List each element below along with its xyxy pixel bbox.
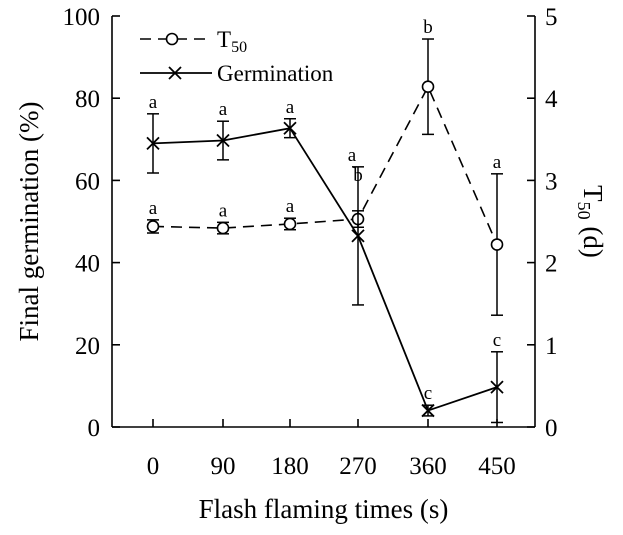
right-tick-label: 4	[545, 86, 558, 113]
left-tick-label: 100	[63, 4, 101, 31]
series-germination	[146, 113, 504, 424]
legend-t50-label: T50	[217, 27, 247, 56]
plot-frame	[111, 16, 536, 428]
legend-germination-marker	[168, 66, 182, 80]
left-tick-label: 40	[75, 251, 100, 278]
x-axis-ticks: 0 90 180 270 360 450	[147, 419, 516, 480]
right-tick-label: 0	[545, 415, 558, 442]
data-point	[490, 238, 504, 251]
left-tick-label: 80	[75, 86, 100, 113]
significance-label: a	[493, 152, 502, 173]
x-tick-label: 450	[478, 453, 516, 480]
data-point	[216, 221, 230, 235]
significance-label: a	[219, 99, 228, 120]
significance-label: a	[149, 198, 158, 219]
left-axis-ticks: 0 20 40 60 80 100	[63, 4, 120, 442]
legend-t50-sub: 50	[231, 39, 247, 56]
series-line	[152, 84, 498, 245]
series-layer	[146, 38, 504, 424]
left-axis-title: Final germination (%)	[14, 102, 44, 342]
right-axis-title: T50 (d)	[574, 185, 608, 258]
x-tick-label: 270	[339, 453, 377, 480]
right-tick-label: 5	[545, 4, 558, 31]
significance-label: c	[493, 330, 501, 351]
x-tick-label: 360	[409, 453, 447, 480]
significance-label: a	[286, 196, 295, 217]
right-tick-label: 3	[545, 168, 558, 195]
significance-label: b	[353, 165, 363, 186]
data-point	[146, 220, 160, 233]
right-axis-ticks: 0 1 2 3 4 5	[527, 4, 558, 442]
data-point	[421, 80, 435, 93]
significance-label: a	[149, 92, 158, 113]
right-axis-title-main: T	[578, 185, 608, 202]
right-axis-title-sub: 50	[574, 202, 594, 220]
left-tick-label: 20	[75, 333, 100, 360]
left-tick-label: 60	[75, 168, 100, 195]
right-tick-label: 2	[545, 251, 558, 278]
left-tick-label: 0	[88, 415, 101, 442]
x-tick-label: 0	[147, 453, 160, 480]
series-line	[152, 127, 498, 412]
x-tick-label: 90	[211, 453, 236, 480]
right-axis-title-unit: (d)	[578, 220, 608, 258]
data-point	[283, 217, 297, 231]
right-tick-label: 1	[545, 333, 558, 360]
significance-label: c	[424, 383, 432, 404]
data-point	[490, 380, 504, 394]
data-point	[146, 136, 160, 151]
significance-label: a	[286, 97, 295, 118]
legend-germination-label: Germination	[217, 61, 334, 86]
significance-label: b	[423, 17, 433, 38]
data-point	[421, 403, 435, 418]
legend-t50-main: T	[217, 27, 231, 52]
x-axis-title: Flash flaming times (s)	[199, 494, 449, 524]
legend-t50-marker	[165, 32, 179, 46]
data-point	[216, 133, 230, 148]
significance-label: a	[219, 200, 228, 221]
x-tick-label: 180	[271, 453, 309, 480]
legend: T50 Germination	[140, 27, 334, 86]
data-point	[283, 121, 297, 135]
data-point	[351, 229, 365, 243]
significance-label: a	[348, 145, 357, 166]
